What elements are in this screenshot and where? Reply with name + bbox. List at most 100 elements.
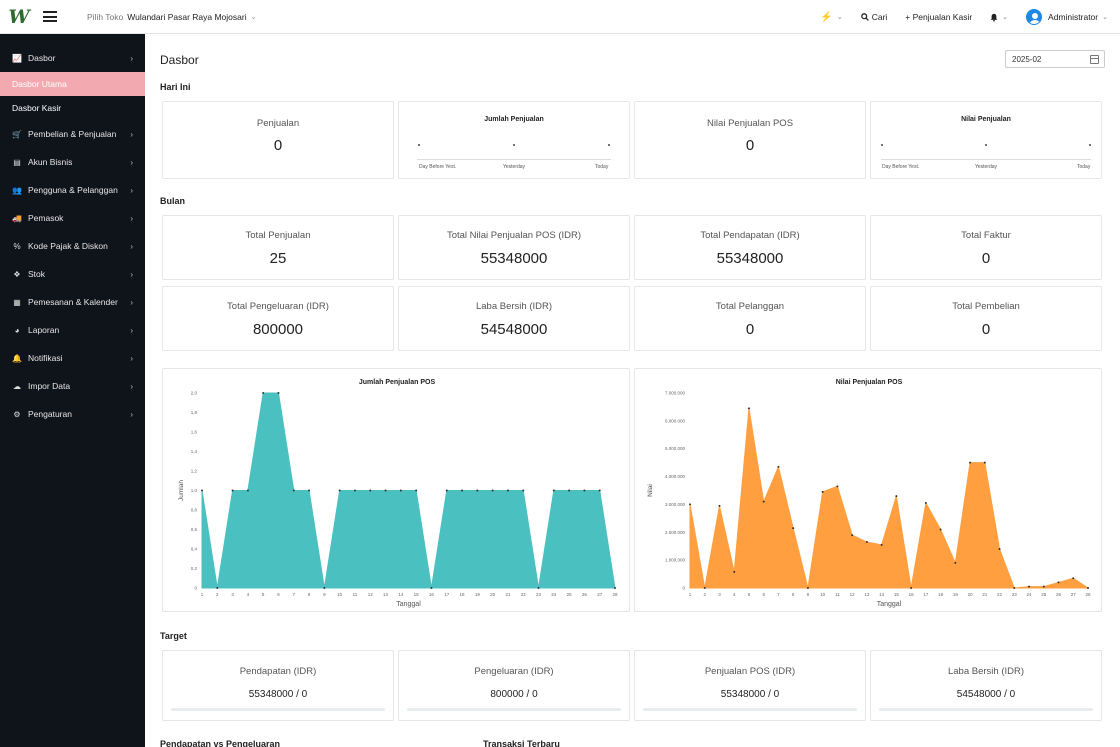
user-name: Administrator (1048, 12, 1099, 22)
x-tick-label: 2 (703, 592, 706, 597)
x-tick-label: 3 (231, 592, 234, 597)
chevron-down-icon: ⌄ (836, 14, 843, 21)
month-stat-card: Total Pembelian 0 (870, 286, 1102, 351)
pos-sale-button[interactable]: + Penjualan Kasir (905, 12, 972, 22)
chart-title: Nilai Penjualan POS (836, 379, 903, 386)
stat-value: 54548000 (480, 321, 548, 338)
target-label: Pengeluaran (IDR) (474, 666, 554, 677)
x-tick-label: 17 (444, 592, 450, 597)
pos-sales-count-chart: Jumlah Penjualan POS 0 0,2 0,4 0,6 0,8 1,0 1,2 1… (162, 368, 630, 612)
notification-button[interactable]: ⌄ (990, 13, 1008, 22)
sidebar-item-stok[interactable]: ❖ Stok › (0, 260, 145, 288)
sidebar-item-label: Laporan (28, 325, 60, 335)
data-point (733, 570, 736, 573)
stat-value: 0 (273, 137, 283, 154)
month-picker-input[interactable]: 2025-02 (1005, 50, 1105, 68)
today-pos-value-card: Nilai Penjualan POS 0 (634, 101, 866, 179)
target-card: Penjualan POS (IDR) 55348000 / 0 (634, 650, 866, 721)
month-stat-card: Total Faktur 0 (870, 215, 1102, 280)
data-point (969, 461, 972, 464)
x-tick-label: 4 (247, 592, 250, 597)
flash-button[interactable]: ⚡ ⌄ (820, 12, 842, 23)
pie-chart-icon: ◕ (14, 325, 20, 335)
today-sales-card: Penjualan 0 (162, 101, 394, 179)
sidebar-item-impor-data[interactable]: ☁ Impor Data › (0, 372, 145, 400)
y-tick-label: 2,0 (191, 391, 198, 396)
sidebar-item-laporan[interactable]: ◕ Laporan › (0, 316, 145, 344)
data-point (369, 489, 372, 492)
sidebar-item-label: Akun Bisnis (28, 157, 73, 167)
data-point (851, 534, 854, 537)
target-value: 55348000 / 0 (720, 689, 780, 700)
x-tick-label: 10 (337, 592, 343, 597)
user-menu[interactable]: Administrator ⌄ (1026, 9, 1108, 25)
series-area (689, 408, 1090, 589)
data-point (1013, 587, 1016, 589)
data-point (399, 489, 402, 492)
sidebar-item-kode-pajak-diskon[interactable]: % Kode Pajak & Diskon › (0, 232, 145, 260)
stat-value: 0 (981, 321, 991, 338)
data-point (415, 489, 418, 492)
stat-value: 55348000 (716, 250, 784, 267)
sidebar-item-pengaturan[interactable]: ⚙ Pengaturan › (0, 400, 145, 428)
y-tick-label: 3.000.000 (665, 502, 686, 507)
data-point (777, 465, 780, 468)
x-tick-label: 14 (879, 592, 885, 597)
sidebar-item-dashboard[interactable]: 📈 Dasbor › (0, 44, 145, 72)
data-point (924, 502, 927, 505)
data-point (231, 489, 234, 492)
store-select[interactable]: Wulandari Pasar Raya Mojosari (127, 11, 247, 22)
x-tick-label: 16 (909, 592, 915, 597)
sidebar-item-pemesanan-kalender[interactable]: ▦ Pemesanan & Kalender › (0, 288, 145, 316)
sidebar-subitem-main-dashboard[interactable]: Dasbor Utama (0, 72, 145, 96)
data-point (445, 489, 448, 492)
chevron-down-icon[interactable]: ⌄ (250, 13, 257, 21)
chevron-right-icon: › (130, 409, 133, 419)
search-button[interactable]: Cari (860, 12, 887, 22)
target-label: Pendapatan (IDR) (239, 666, 317, 677)
menu-toggle-icon[interactable] (43, 11, 57, 22)
stat-value: 25 (269, 250, 287, 267)
data-point (308, 489, 311, 492)
stat-label: Penjualan (256, 118, 300, 129)
sidebar-item-pengguna-pelanggan[interactable]: 👥 Pengguna & Pelanggan › (0, 176, 145, 204)
chevron-right-icon: › (130, 213, 133, 223)
app-logo[interactable]: W (8, 5, 30, 28)
stat-value: 0 (981, 250, 991, 267)
stat-label: Total Pengeluaran (IDR) (227, 301, 329, 312)
x-tick-label: 10 (820, 592, 826, 597)
y-tick-label: 0,6 (191, 527, 198, 532)
chevron-down-icon: ⌄ (1102, 14, 1108, 21)
target-card: Pendapatan (IDR) 55348000 / 0 (162, 650, 394, 721)
data-point (614, 587, 616, 589)
x-tick-label: 15 (894, 592, 900, 597)
month-stat-card: Total Pengeluaran (IDR) 800000 (162, 286, 394, 351)
target-progress-bar (407, 708, 621, 711)
pos-sale-label: + Penjualan Kasir (905, 12, 973, 22)
y-tick-label: 1,2 (191, 469, 198, 474)
mini-chart-tick: Today (1077, 164, 1091, 170)
x-tick-label: 13 (383, 592, 389, 597)
calendar-icon[interactable] (1090, 55, 1099, 64)
x-tick-label: 1 (689, 592, 692, 597)
month-stat-card: Laba Bersih (IDR) 54548000 (398, 286, 630, 351)
sidebar-subitem-cashier-dashboard[interactable]: Dasbor Kasir (12, 103, 62, 113)
sidebar-item-label: Pemesanan & Kalender (28, 297, 118, 307)
sidebar-item-pembelian-penjualan[interactable]: 🛒 Pembelian & Penjualan › (0, 120, 145, 148)
data-point (476, 489, 479, 492)
data-point (718, 504, 721, 507)
section-title-target: Target (160, 631, 187, 641)
sidebar-item-label: Impor Data (28, 381, 71, 391)
area-chart: Jumlah Penjualan POS 0 0,2 0,4 0,6 0,8 1,0 1,2 1… (178, 379, 618, 608)
sidebar-item-label: Stok (28, 269, 46, 279)
section-title-income-vs-expense: Pendapatan vs Pengeluaran (160, 739, 281, 747)
y-axis-label: Nilai (647, 484, 654, 497)
mini-chart-tick: Yesterday (975, 164, 998, 170)
sidebar-item-label: Dasbor (28, 53, 56, 63)
sidebar-item-akun-bisnis[interactable]: ▤ Akun Bisnis › (0, 148, 145, 176)
data-point (552, 489, 555, 492)
mini-chart-title: Nilai Penjualan (961, 116, 1011, 123)
sidebar-item-pemasok[interactable]: 🚚 Pemasok › (0, 204, 145, 232)
chevron-right-icon: › (130, 129, 133, 139)
sidebar-item-notifikasi[interactable]: 🔔 Notifikasi › (0, 344, 145, 372)
